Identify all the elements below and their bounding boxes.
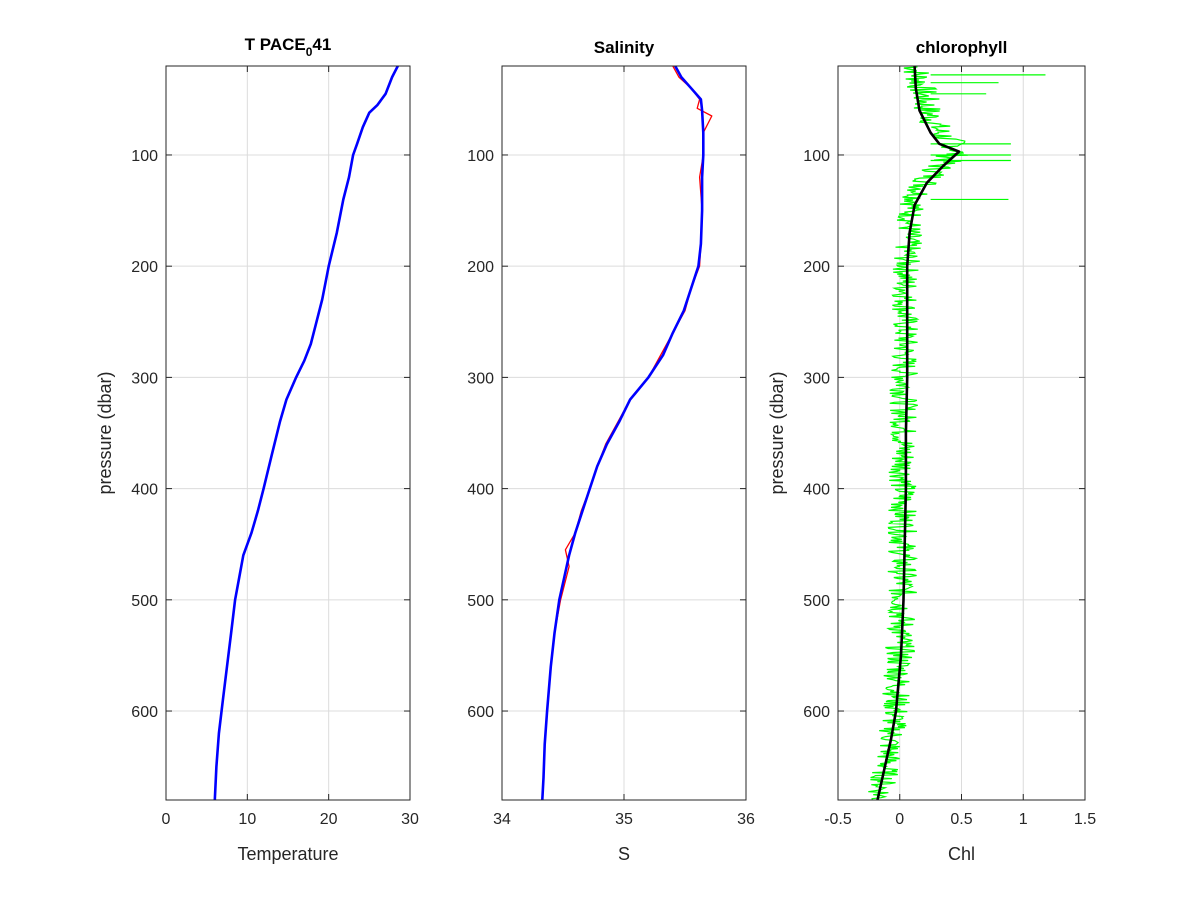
profile-line-1 <box>541 66 705 800</box>
x-axis-label: Chl <box>948 844 975 864</box>
temperature-panel: 0 10 20 30 100 200 300 400 500 600 Temperature pres… <box>95 35 419 864</box>
profile-line-1 <box>876 66 961 800</box>
y-tick-label: 400 <box>803 482 830 499</box>
x-tick-label: 0 <box>895 811 904 828</box>
y-tick-label: 200 <box>467 259 494 276</box>
axes-background <box>166 66 410 800</box>
x-tick-label: 36 <box>737 811 755 828</box>
y-tick-label: 100 <box>467 148 494 165</box>
y-tick-label: 600 <box>467 704 494 721</box>
x-tick-label: -0.5 <box>824 811 852 828</box>
chart-title: T PACE041 <box>245 35 332 59</box>
y-tick-label: 100 <box>131 148 158 165</box>
profile-line-0 <box>213 66 399 800</box>
y-tick-label: 600 <box>131 704 158 721</box>
x-tick-label: 20 <box>320 811 338 828</box>
y-tick-label: 100 <box>803 148 830 165</box>
x-tick-label: 10 <box>238 811 256 828</box>
x-tick-label: 34 <box>493 811 511 828</box>
x-tick-label: 1 <box>1019 811 1028 828</box>
title-main: T PACE <box>245 35 306 54</box>
y-tick-label: 200 <box>131 259 158 276</box>
plot-area <box>868 66 1046 800</box>
x-tick-label: 0.5 <box>950 811 972 828</box>
x-tick-label: 1.5 <box>1074 811 1096 828</box>
title-tail: 41 <box>312 35 331 54</box>
y-axis-label: pressure (dbar) <box>767 371 787 494</box>
y-tick-label: 500 <box>131 593 158 610</box>
y-tick-label: 400 <box>467 482 494 499</box>
y-tick-label: 400 <box>131 482 158 499</box>
title-subscript: 0 <box>306 45 313 59</box>
y-tick-label: 200 <box>803 259 830 276</box>
axes-box <box>165 65 411 801</box>
y-tick-label: 300 <box>803 370 830 387</box>
plot-area <box>213 66 399 800</box>
x-axis-label: Temperature <box>237 844 338 864</box>
chart-title: Salinity <box>594 38 655 57</box>
x-tick-label: 35 <box>615 811 633 828</box>
y-tick-label: 300 <box>131 370 158 387</box>
salinity-panel: 34 35 36 100 200 300 400 500 600 S Salinity <box>467 38 755 864</box>
y-tick-label: 600 <box>803 704 830 721</box>
y-tick-label: 500 <box>803 593 830 610</box>
chlorophyll-panel: -0.5 0 0.5 1 1.5 100 200 300 400 500 600 Chl pressur… <box>767 38 1096 864</box>
x-tick-label: 0 <box>162 811 171 828</box>
y-axis-label: pressure (dbar) <box>95 371 115 494</box>
x-tick-label: 30 <box>401 811 419 828</box>
y-tick-label: 300 <box>467 370 494 387</box>
plot-area <box>541 66 713 800</box>
y-tick-label: 500 <box>467 593 494 610</box>
x-axis-label: S <box>618 844 630 864</box>
chart-title: chlorophyll <box>916 38 1008 57</box>
